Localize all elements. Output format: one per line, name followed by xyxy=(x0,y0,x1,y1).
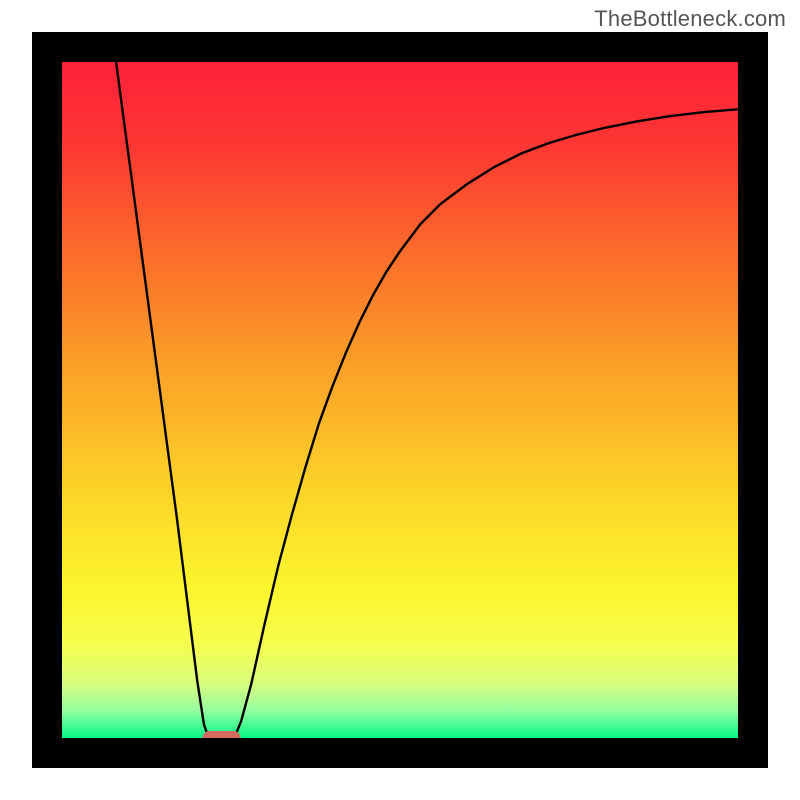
gradient-background xyxy=(62,62,738,738)
plot-area xyxy=(47,47,753,753)
bottleneck-chart xyxy=(0,0,800,800)
watermark-text: TheBottleneck.com xyxy=(594,6,786,32)
